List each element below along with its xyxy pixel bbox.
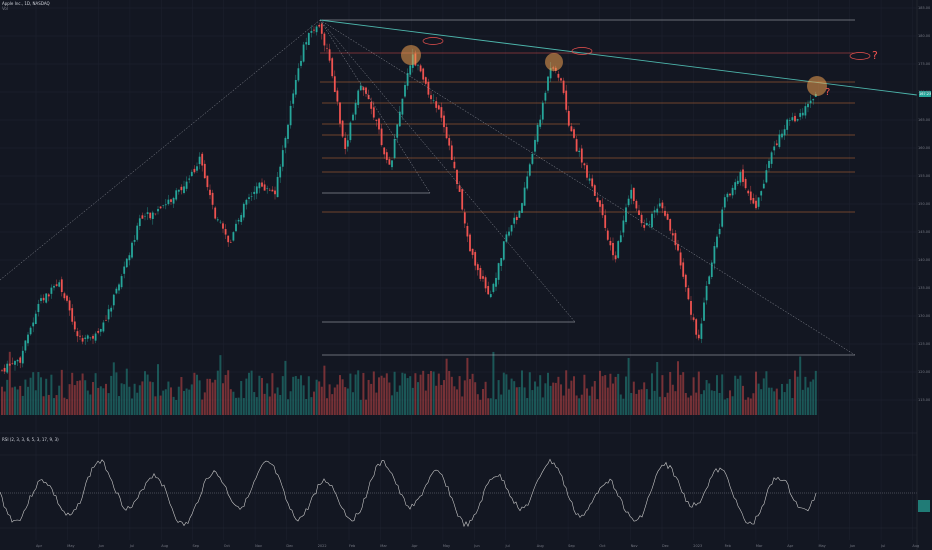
time-tick: Jun <box>98 544 105 548</box>
touch-circle-2 <box>545 53 563 71</box>
time-tick: Aug <box>161 544 169 548</box>
time-tick: Apr <box>787 544 794 548</box>
time-tick: Dec <box>286 544 294 548</box>
time-tick: Mar <box>380 544 387 548</box>
price-tick: 150.00 <box>918 202 931 206</box>
price-tick: 185.00 <box>918 6 931 10</box>
question-mark-2: ? <box>825 87 831 98</box>
price-tick: 130.00 <box>918 314 931 318</box>
rsi-label: RSI (2, 3, 3, 6, 5, 3, 17, 9, 3) <box>2 437 59 442</box>
time-tick: Jul <box>505 544 510 548</box>
price-tick: 120.00 <box>918 370 931 374</box>
time-tick: Jun <box>849 544 856 548</box>
rsi-panel <box>0 454 930 529</box>
price-tick: 160.00 <box>918 146 931 150</box>
price-tick: 175.00 <box>918 62 931 66</box>
time-tick: 2022 <box>317 544 327 548</box>
touch-circle-3 <box>807 76 827 96</box>
volume-label: Vol <box>2 6 8 11</box>
current-price-badge: 167.23 <box>919 91 932 97</box>
time-tick: Aug <box>912 544 920 548</box>
price-tick: 135.00 <box>918 286 931 290</box>
touch-circle-1 <box>401 45 421 65</box>
time-tick: Sep <box>568 544 575 548</box>
time-tick: Mar <box>755 544 763 548</box>
volume-bars <box>1 351 817 415</box>
price-tick: 115.00 <box>918 398 931 402</box>
price-tick: 140.00 <box>918 258 931 262</box>
time-tick: May <box>818 544 826 548</box>
candles <box>1 21 817 375</box>
price-tick: 170.00 <box>918 90 931 94</box>
price-tick: 125.00 <box>918 342 931 346</box>
time-tick: 2023 <box>693 544 703 548</box>
price-tick: 165.00 <box>918 118 931 122</box>
time-tick: Oct <box>599 544 606 548</box>
time-tick: Feb <box>724 544 731 548</box>
grid <box>0 0 917 540</box>
time-tick: Jun <box>474 544 480 548</box>
time-tick: Oct <box>223 544 230 548</box>
question-mark-1: ? <box>872 49 878 62</box>
time-tick: Nov <box>630 544 638 548</box>
time-tick: May <box>442 544 451 548</box>
time-tick: Apr <box>411 544 418 548</box>
time-tick: Apr <box>36 544 43 548</box>
time-tick: Feb <box>349 544 356 548</box>
time-tick: Sep <box>192 544 200 548</box>
time-tick: Dec <box>662 544 669 548</box>
time-tick: Nov <box>255 544 262 548</box>
symbol-title: Apple Inc., 1D, NASDAQ <box>2 1 50 6</box>
price-tick: 155.00 <box>918 174 931 178</box>
price-tick: 180.00 <box>918 34 931 38</box>
time-tick: Aug <box>536 544 544 548</box>
time-tick: Jul <box>881 544 886 548</box>
time-tick: Jul <box>129 544 135 548</box>
time-tick: May <box>67 544 75 548</box>
drawings <box>0 19 918 356</box>
price-tick: 145.00 <box>918 230 931 234</box>
